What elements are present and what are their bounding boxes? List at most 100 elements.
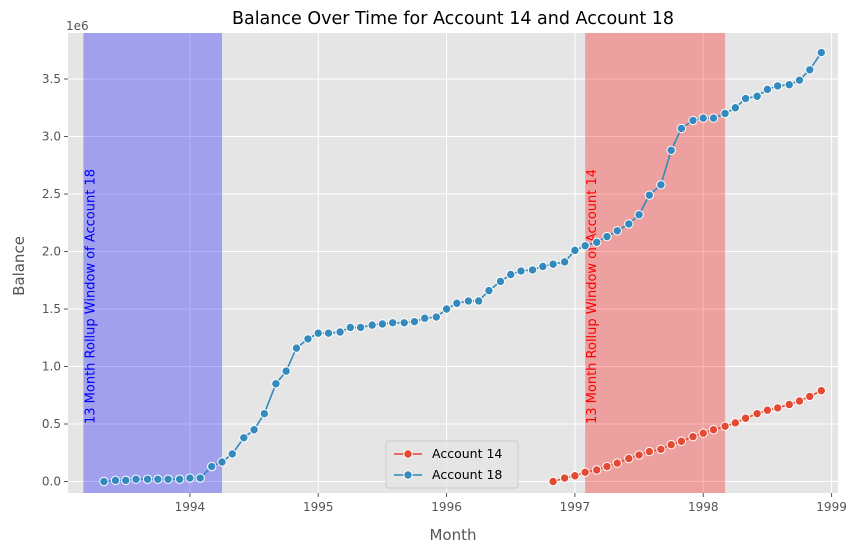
data-point xyxy=(592,237,602,248)
data-point xyxy=(634,450,644,460)
shaded-regions: 13 Month Rollup Window of Account 18 13 M… xyxy=(83,33,726,493)
shaded-region-label: 13 Month Rollup Window of Account 18 xyxy=(83,169,98,424)
y-axis-label: Balance xyxy=(10,236,28,296)
data-point xyxy=(516,266,526,276)
data-point xyxy=(387,318,398,328)
legend-label: Account 18 xyxy=(432,467,502,482)
y-tick-label: 1.5 xyxy=(42,302,61,316)
data-point xyxy=(142,474,153,484)
data-point xyxy=(227,449,237,459)
data-point xyxy=(452,298,462,308)
data-point xyxy=(698,428,708,438)
data-point xyxy=(99,476,109,487)
data-point xyxy=(121,475,131,486)
y-tick-label: 0.5 xyxy=(42,417,61,431)
data-point xyxy=(195,473,205,483)
plot-area xyxy=(68,33,838,493)
x-tick-label: 1997 xyxy=(560,500,591,514)
data-point xyxy=(730,103,741,113)
data-point xyxy=(666,440,676,450)
data-point xyxy=(463,296,474,306)
y-tick-label: 3.5 xyxy=(42,72,61,86)
data-point xyxy=(570,245,580,256)
data-point xyxy=(720,108,730,119)
data-point xyxy=(816,385,827,396)
data-point xyxy=(784,80,794,90)
y-tick-label: 1.0 xyxy=(42,360,61,374)
data-point xyxy=(217,457,227,467)
data-point xyxy=(441,304,452,314)
data-point xyxy=(110,475,121,486)
data-point xyxy=(548,259,558,269)
data-point xyxy=(752,408,762,419)
legend-box xyxy=(385,440,519,489)
data-point xyxy=(720,421,730,431)
shaded-region-label: 13 Month Rollup Window of Account 14 xyxy=(585,169,600,424)
data-point xyxy=(772,403,783,413)
data-point xyxy=(538,261,548,272)
x-tick-label: 1998 xyxy=(688,500,719,514)
data-point xyxy=(730,418,741,428)
data-point xyxy=(656,180,666,190)
x-axis-ticks: 1994 1995 1996 1997 1998 1999 xyxy=(175,493,847,514)
data-point xyxy=(580,467,590,477)
data-point xyxy=(698,113,708,123)
data-point xyxy=(656,444,666,454)
x-tick-label: 1996 xyxy=(431,500,462,514)
data-point xyxy=(592,465,602,475)
data-point xyxy=(473,296,484,306)
data-point xyxy=(207,461,217,472)
legend: Account 14 Account 18 xyxy=(385,440,519,489)
series-markers xyxy=(99,47,827,487)
data-point xyxy=(484,285,494,296)
data-point xyxy=(666,145,676,156)
data-point xyxy=(805,65,815,75)
data-point xyxy=(602,461,612,472)
data-point xyxy=(239,433,249,443)
data-point xyxy=(174,474,185,484)
y-axis-offset-label: 1e6 xyxy=(66,19,89,33)
data-point xyxy=(323,328,334,338)
data-point xyxy=(431,312,442,322)
data-point xyxy=(570,471,580,481)
data-point xyxy=(708,113,719,123)
data-point xyxy=(153,474,163,484)
data-point xyxy=(752,91,762,101)
data-point xyxy=(644,446,655,457)
data-point xyxy=(634,210,644,220)
y-tick-label: 2.0 xyxy=(42,245,61,259)
y-axis-ticks: 0.0 0.5 1.0 1.5 2.0 2.5 3.0 3.5 xyxy=(42,72,68,489)
data-point xyxy=(345,322,356,333)
data-point xyxy=(805,391,815,402)
legend-label: Account 14 xyxy=(432,446,502,461)
data-point xyxy=(377,319,388,329)
data-point xyxy=(335,327,345,337)
legend-marker xyxy=(403,470,413,480)
data-point xyxy=(612,458,622,468)
data-point xyxy=(602,231,612,242)
data-point xyxy=(624,219,634,229)
data-point xyxy=(762,405,773,415)
data-point xyxy=(271,379,281,389)
data-point xyxy=(291,343,302,353)
data-point xyxy=(688,431,698,442)
legend-marker xyxy=(403,449,413,459)
shaded-region xyxy=(83,33,223,493)
data-point xyxy=(409,316,420,327)
data-point xyxy=(644,190,655,200)
data-point xyxy=(708,425,719,435)
data-point xyxy=(772,81,783,91)
data-point xyxy=(548,476,558,487)
data-point xyxy=(495,276,506,287)
y-tick-label: 2.5 xyxy=(42,187,61,201)
data-point xyxy=(163,474,173,484)
data-point xyxy=(816,47,827,58)
data-point xyxy=(624,453,634,464)
x-tick-label: 1999 xyxy=(816,500,847,514)
x-tick-label: 1995 xyxy=(303,500,334,514)
x-tick-label: 1994 xyxy=(175,500,206,514)
chart-title: Balance Over Time for Account 14 and Acc… xyxy=(232,9,674,29)
data-point xyxy=(740,93,751,104)
data-point xyxy=(794,396,805,406)
data-point xyxy=(740,413,751,423)
